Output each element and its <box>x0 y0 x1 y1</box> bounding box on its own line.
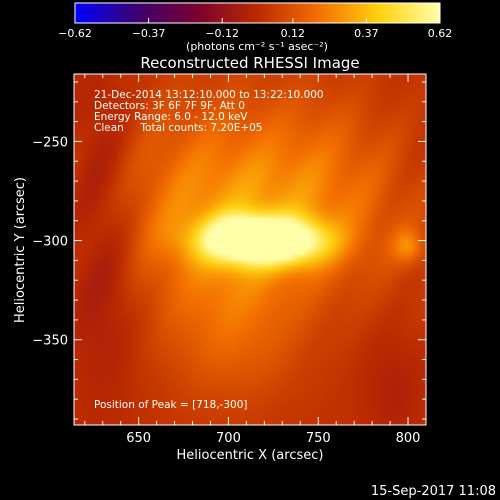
colorbar: −0.62 −0.37 −0.12 0.12 0.37 0.62 (photons cm⁻… <box>58 2 452 53</box>
y-tick-label: −250 <box>32 135 68 150</box>
colorbar-gradient <box>74 2 441 24</box>
footer-timestamp: 15-Sep-2017 11:08 <box>371 484 496 499</box>
colorbar-tick-label: −0.37 <box>132 27 166 40</box>
x-tick-label: 800 <box>396 431 421 446</box>
y-tick-label: −300 <box>32 235 68 250</box>
x-tick-label: 750 <box>306 431 331 446</box>
annotations: 21-Dec-2014 13:12:10.000 to 13:22:10.000… <box>94 89 324 411</box>
annotation-peak-position: Position of Peak = [718,-300] <box>94 399 248 411</box>
x-tick-label: 650 <box>126 431 151 446</box>
annotation-time-range: 21-Dec-2014 13:12:10.000 to 13:22:10.000 <box>94 89 324 101</box>
plot-frame <box>73 73 427 426</box>
colorbar-tick-label: 0.12 <box>281 27 306 40</box>
colorbar-tick-label: 0.37 <box>354 27 379 40</box>
axis-ticks: 650 700 750 800 −250 −300 −350 <box>32 74 427 446</box>
x-tick-label: 700 <box>216 431 241 446</box>
heatmap-image <box>74 74 426 425</box>
annotation-energy-range: Energy Range: 6.0 - 12.0 keV <box>94 111 248 123</box>
colorbar-tick-label: −0.12 <box>205 27 239 40</box>
plot-area: 650 700 750 800 −250 −300 −350 <box>32 73 427 446</box>
colorbar-tick-label: −0.62 <box>58 27 92 40</box>
annotation-detectors: Detectors: 3F 6F 7F 9F, Att 0 <box>94 100 245 112</box>
annotation-clean-counts: Clean Total counts: 7.20E+05 <box>94 122 263 134</box>
y-tick-label: −350 <box>32 334 68 349</box>
y-axis-label: Heliocentric Y (arcsec) <box>13 177 28 323</box>
colorbar-units-label: (photons cm⁻² s⁻¹ asec⁻²) <box>186 40 328 53</box>
chart-title: Reconstructed RHESSI Image <box>140 54 359 72</box>
colorbar-tick-label: 0.62 <box>428 27 453 40</box>
colorbar-ticks: −0.62 −0.37 −0.12 0.12 0.37 0.62 <box>58 18 452 40</box>
x-axis-label: Heliocentric X (arcsec) <box>177 448 324 463</box>
